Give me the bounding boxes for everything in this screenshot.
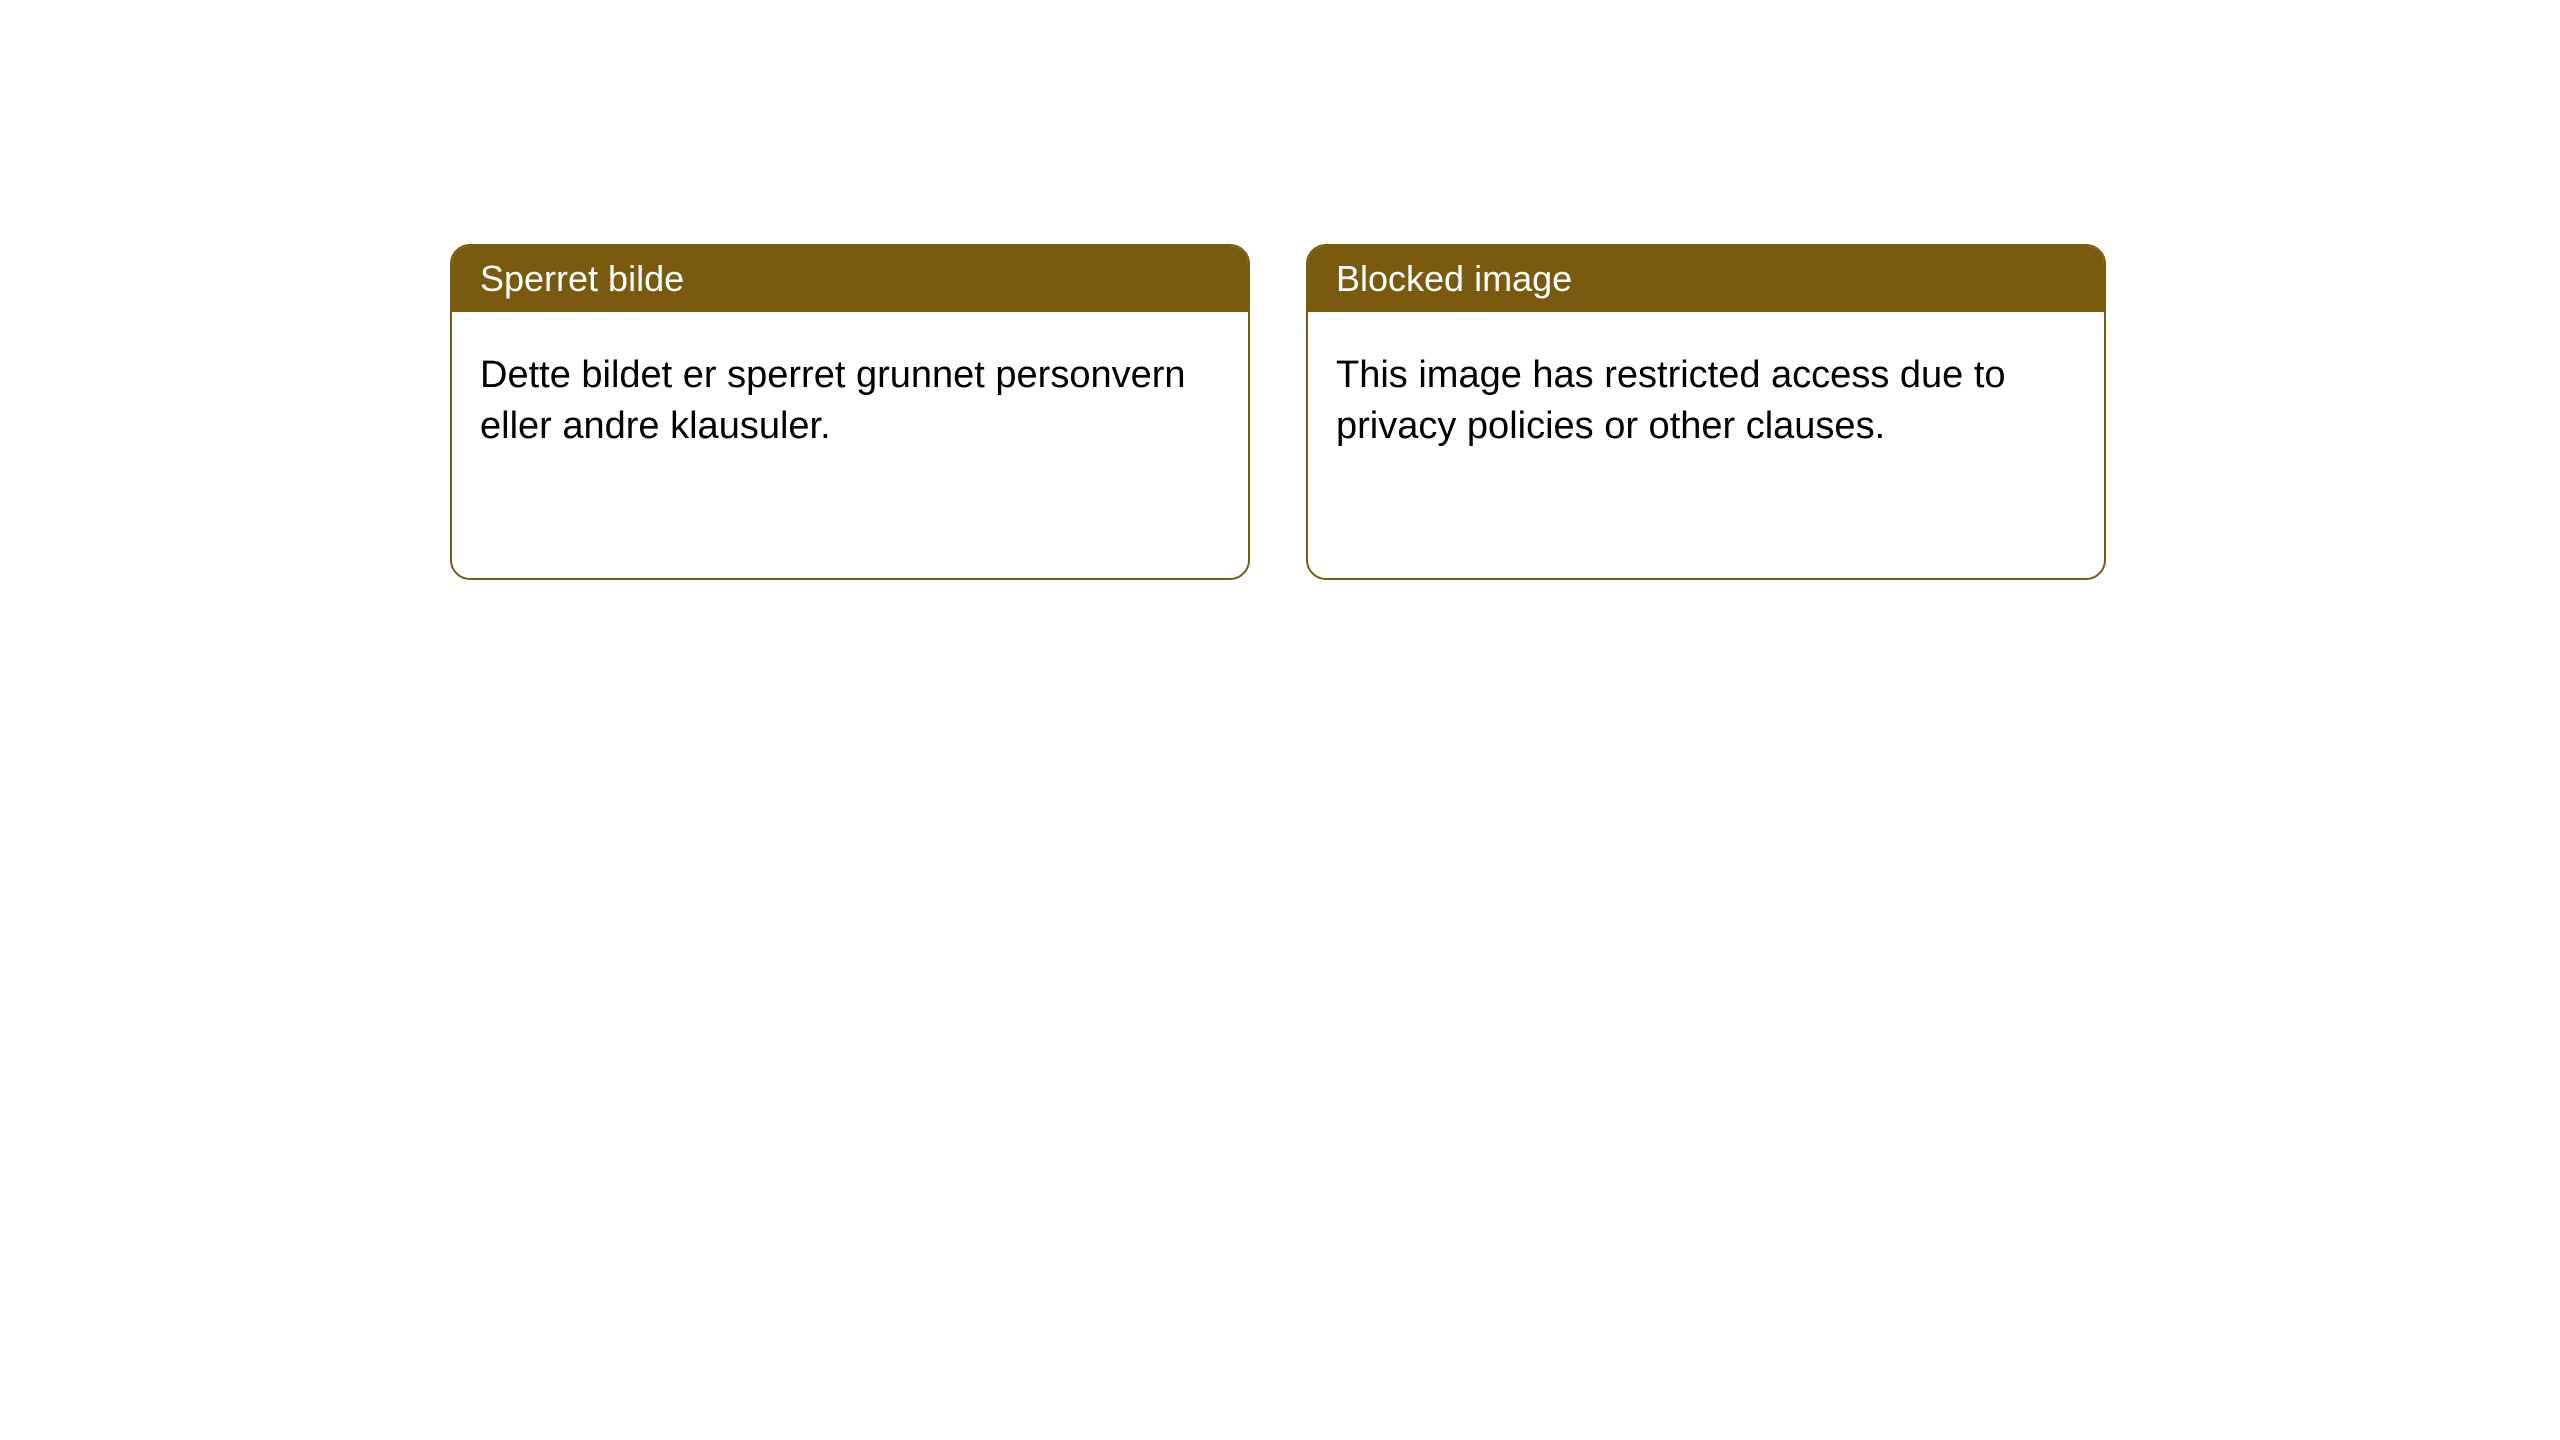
blocked-image-card-english: Blocked image This image has restricted … — [1306, 244, 2106, 580]
cards-container: Sperret bilde Dette bildet er sperret gr… — [0, 0, 2560, 580]
card-header: Sperret bilde — [452, 246, 1248, 312]
blocked-image-card-norwegian: Sperret bilde Dette bildet er sperret gr… — [450, 244, 1250, 580]
card-header: Blocked image — [1308, 246, 2104, 312]
card-body: This image has restricted access due to … — [1308, 312, 2104, 491]
card-body: Dette bildet er sperret grunnet personve… — [452, 312, 1248, 491]
